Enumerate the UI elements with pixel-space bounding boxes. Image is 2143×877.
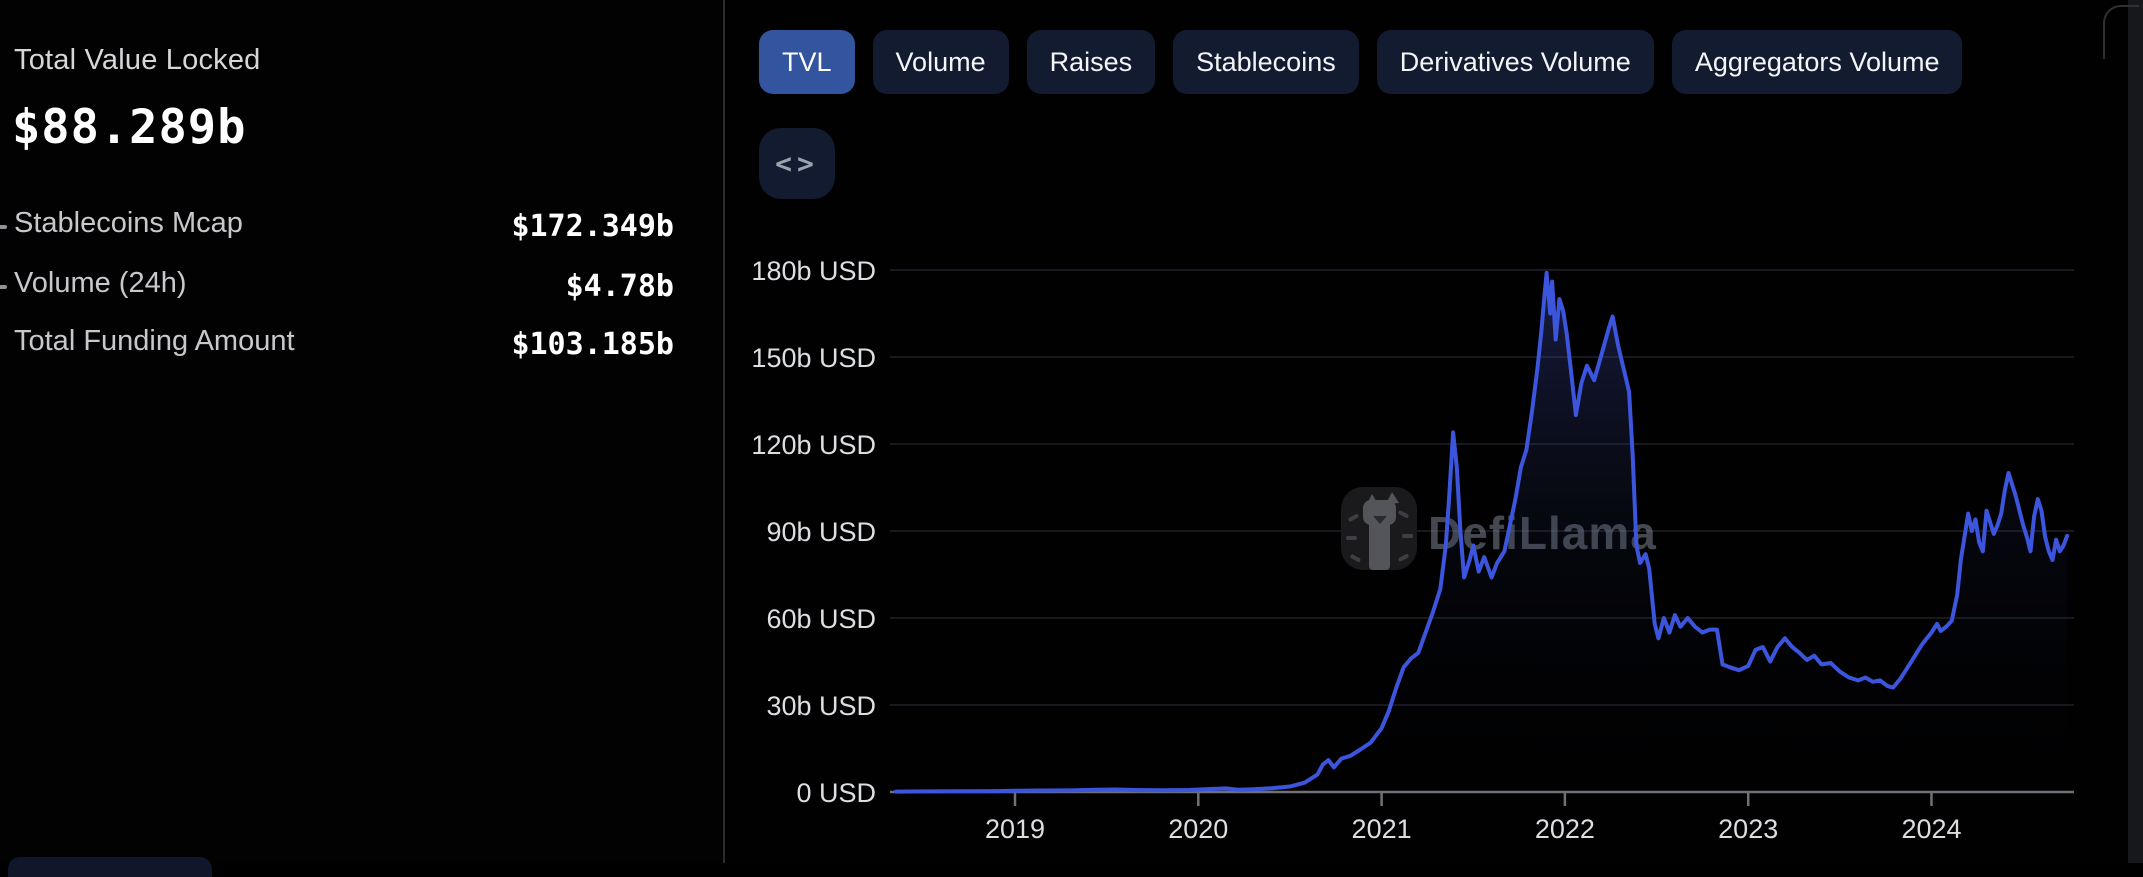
y-axis-tick-label: 120b USD <box>751 430 876 460</box>
embed-code-button[interactable]: <> <box>759 128 835 199</box>
panel-divider <box>723 0 725 863</box>
metric-row-total-funding[interactable]: Total Funding Amount $103.185b <box>0 325 674 369</box>
x-axis <box>890 790 2074 806</box>
gridlines <box>890 269 2074 706</box>
tab-tvl[interactable]: TVL <box>759 30 855 94</box>
chart-tabs: TVL Volume Raises Stablecoins Derivative… <box>759 30 1963 94</box>
tab-aggregators-volume[interactable]: Aggregators Volume <box>1671 30 1963 94</box>
x-axis-tick-label: 2020 <box>1168 814 1228 844</box>
metric-value: $103.185b <box>511 327 674 362</box>
y-axis-tick-label: 150b USD <box>751 343 876 373</box>
tvl-area-fill <box>895 272 2068 792</box>
metric-row-volume-24h[interactable]: Volume (24h) $4.78b <box>0 267 674 311</box>
row-marker-icon <box>0 225 7 229</box>
x-axis-tick-label: 2022 <box>1535 814 1595 844</box>
x-axis-tick-label: 2024 <box>1901 814 1961 844</box>
tab-stablecoins[interactable]: Stablecoins <box>1173 30 1359 94</box>
tvl-value: $88.289b <box>12 100 247 155</box>
y-axis-tick-label: 180b USD <box>751 256 876 286</box>
x-axis-tick-label: 2021 <box>1352 814 1412 844</box>
y-axis-tick-label: 90b USD <box>766 517 876 547</box>
scrollbar-track[interactable] <box>2128 0 2143 863</box>
tab-raises[interactable]: Raises <box>1026 30 1156 94</box>
axis-labels: 0 USD 30b USD 60b USD 90b USD 120b USD 150b U… <box>751 256 1961 844</box>
metric-value: $172.349b <box>511 209 674 244</box>
stats-panel: Total Value Locked $88.289b Stablecoins … <box>0 0 723 877</box>
x-axis-tick-label: 2019 <box>985 814 1045 844</box>
metric-label: Total Funding Amount <box>14 325 295 357</box>
defillama-llama-logo <box>1346 492 1413 570</box>
y-axis-tick-label: 0 USD <box>796 778 876 808</box>
y-axis-tick-label: 60b USD <box>766 604 876 634</box>
row-marker-icon <box>0 285 7 289</box>
metric-label: Volume (24h) <box>14 267 187 299</box>
x-axis-tick-label: 2023 <box>1718 814 1778 844</box>
metric-row-stablecoins-mcap[interactable]: Stablecoins Mcap $172.349b <box>0 207 674 251</box>
y-axis-tick-label: 30b USD <box>766 691 876 721</box>
code-embed-icon: <> <box>775 147 819 180</box>
tab-volume[interactable]: Volume <box>872 30 1009 94</box>
clipped-panel-corner <box>2103 5 2139 59</box>
tvl-title: Total Value Locked <box>14 44 261 76</box>
tvl-line <box>893 270 2070 794</box>
metric-value: $4.78b <box>565 269 674 304</box>
metric-label: Stablecoins Mcap <box>14 207 243 239</box>
tab-derivatives-volume[interactable]: Derivatives Volume <box>1376 30 1654 94</box>
